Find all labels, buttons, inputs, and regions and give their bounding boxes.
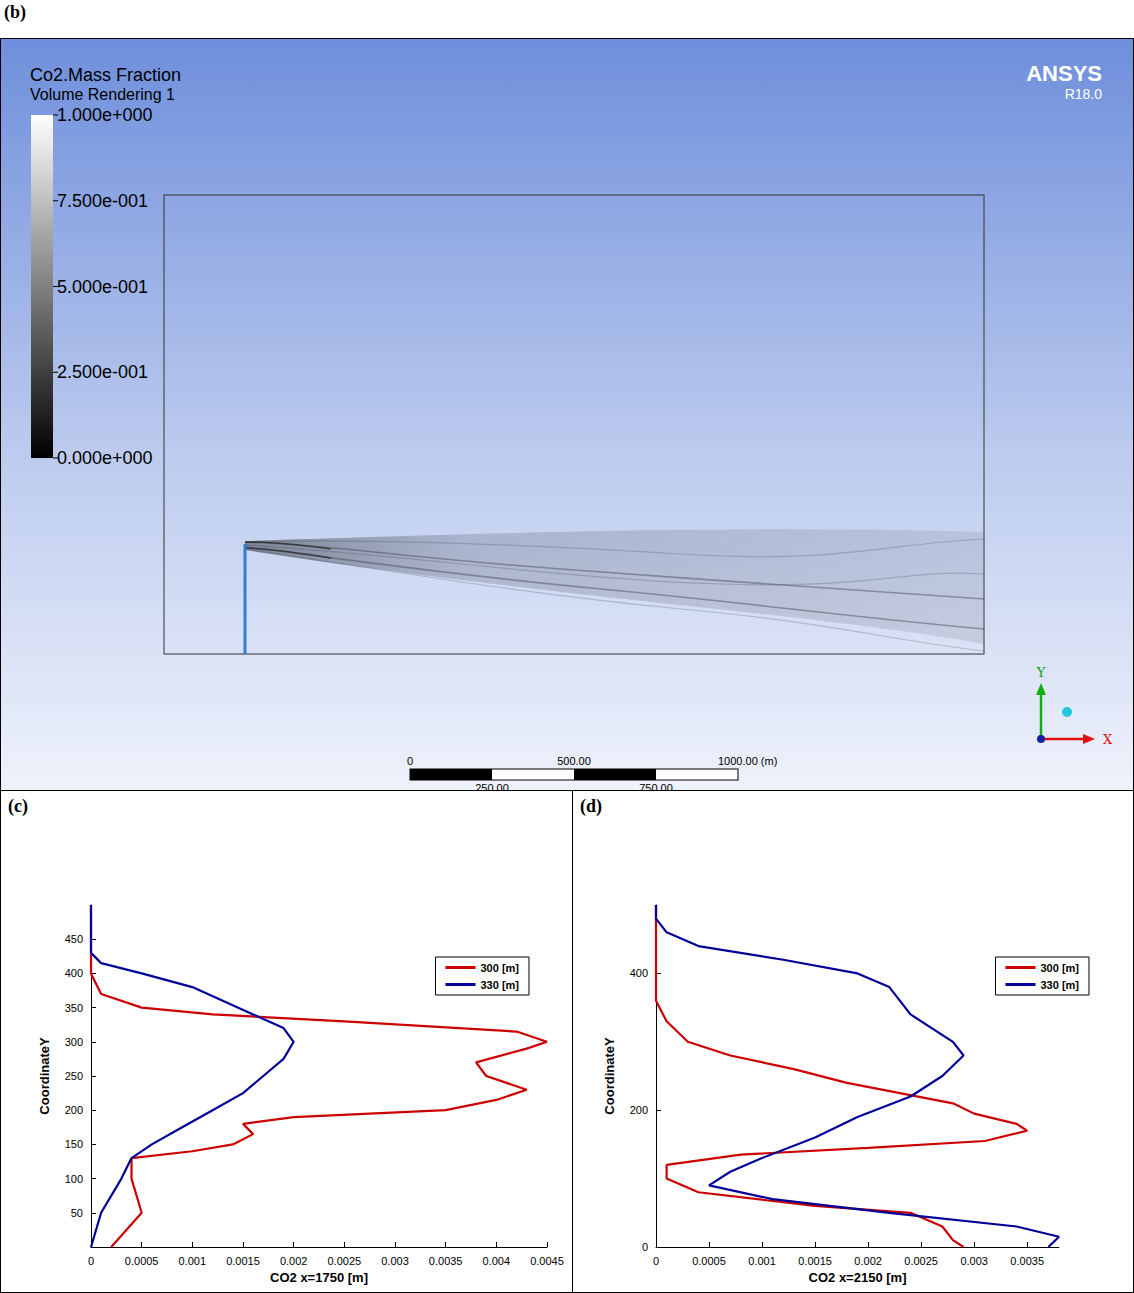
svg-text:0.003: 0.003 — [960, 1255, 988, 1267]
svg-text:0.0035: 0.0035 — [1010, 1255, 1044, 1267]
svg-text:0.0015: 0.0015 — [798, 1255, 832, 1267]
svg-text:100: 100 — [65, 1173, 83, 1185]
svg-text:350: 350 — [65, 1002, 83, 1014]
svg-text:0.0005: 0.0005 — [125, 1255, 159, 1267]
svg-text:Y: Y — [1036, 665, 1046, 680]
svg-text:0.003: 0.003 — [381, 1255, 409, 1267]
svg-text:0.0025: 0.0025 — [904, 1255, 938, 1267]
svg-text:0.0005: 0.0005 — [692, 1255, 726, 1267]
svg-text:Volume Rendering 1: Volume Rendering 1 — [30, 86, 175, 103]
svg-text:50: 50 — [71, 1207, 83, 1219]
svg-text:X: X — [1103, 732, 1113, 747]
svg-text:300: 300 — [65, 1036, 83, 1048]
svg-text:ANSYS: ANSYS — [1026, 61, 1102, 86]
svg-text:5.000e-001: 5.000e-001 — [57, 277, 148, 297]
svg-text:CO2 x=1750 [m]: CO2 x=1750 [m] — [270, 1270, 368, 1285]
svg-text:0.000e+000: 0.000e+000 — [57, 448, 153, 468]
html-text:(d): (d) — [580, 796, 602, 816]
svg-text:CO2 x=2150 [m]: CO2 x=2150 [m] — [809, 1270, 907, 1285]
svg-text:300 [m]: 300 [m] — [1040, 962, 1079, 974]
svg-text:2.500e-001: 2.500e-001 — [57, 362, 148, 382]
svg-text:0.0035: 0.0035 — [429, 1255, 463, 1267]
svg-text:0.001: 0.001 — [179, 1255, 207, 1267]
svg-text:0.002: 0.002 — [280, 1255, 308, 1267]
html-text:(c): (c) — [8, 796, 28, 816]
svg-text:450: 450 — [65, 933, 83, 945]
svg-text:0.004: 0.004 — [483, 1255, 511, 1267]
svg-text:330 [m]: 330 [m] — [480, 979, 519, 991]
svg-text:150: 150 — [65, 1138, 83, 1150]
svg-text:250.00: 250.00 — [475, 782, 509, 790]
svg-text:200: 200 — [65, 1104, 83, 1116]
svg-text:0: 0 — [88, 1255, 94, 1267]
svg-text:1000.00 (m): 1000.00 (m) — [718, 755, 777, 767]
svg-text:750.00: 750.00 — [639, 782, 673, 790]
svg-text:0.0045: 0.0045 — [530, 1255, 564, 1267]
svg-text:7.500e-001: 7.500e-001 — [57, 191, 148, 211]
svg-text:0.001: 0.001 — [748, 1255, 776, 1267]
svg-text:1.000e+000: 1.000e+000 — [57, 105, 153, 125]
svg-text:0: 0 — [407, 755, 413, 767]
svg-text:0.0015: 0.0015 — [226, 1255, 260, 1267]
svg-text:0: 0 — [642, 1241, 648, 1253]
svg-text:500.00: 500.00 — [557, 755, 591, 767]
svg-text:CoordinateY: CoordinateY — [602, 1037, 617, 1115]
svg-text:0.0025: 0.0025 — [328, 1255, 362, 1267]
svg-text:0.002: 0.002 — [854, 1255, 882, 1267]
svg-text:R18.0: R18.0 — [1065, 86, 1103, 102]
html-text:(b): (b) — [4, 2, 26, 22]
svg-text:300 [m]: 300 [m] — [480, 962, 519, 974]
svg-text:330 [m]: 330 [m] — [1040, 979, 1079, 991]
svg-text:0: 0 — [653, 1255, 659, 1267]
svg-text:400: 400 — [65, 967, 83, 979]
svg-text:CoordinateY: CoordinateY — [37, 1037, 52, 1115]
svg-text:400: 400 — [630, 967, 648, 979]
svg-text:Co2.Mass Fraction: Co2.Mass Fraction — [30, 65, 181, 85]
svg-text:250: 250 — [65, 1070, 83, 1082]
svg-text:200: 200 — [630, 1104, 648, 1116]
